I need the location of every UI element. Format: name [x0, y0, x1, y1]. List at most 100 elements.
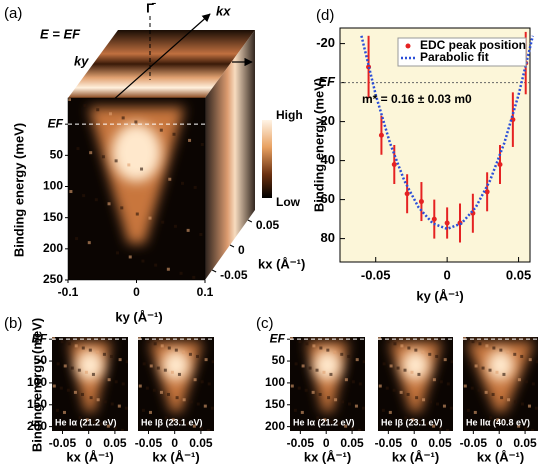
heatmap-pixel	[135, 212, 139, 216]
x-tick-label: 0	[411, 436, 418, 450]
heatmap-pixel	[463, 337, 466, 340]
heatmap-pixel	[96, 398, 100, 402]
heatmap-pixel	[417, 372, 421, 376]
heatmap-core	[111, 123, 162, 182]
heatmap-pixel	[83, 104, 87, 108]
heatmap-pixel	[195, 354, 199, 358]
x-axis-label: kx (Å⁻¹)	[304, 449, 351, 464]
heatmap-pixel	[327, 396, 331, 400]
heatmap-pixel	[322, 370, 326, 374]
heatmap-pixel	[517, 424, 521, 428]
x-tick-label: -0.05	[375, 436, 403, 450]
heatmap-pixel	[121, 116, 125, 120]
image-label: He Iβ (23.1 eV)	[141, 417, 203, 427]
heatmap-pixel	[180, 181, 184, 185]
heatmap-pixel	[293, 408, 297, 412]
heatmap-pixel	[108, 112, 112, 116]
heatmap-pixel	[531, 428, 535, 431]
heatmap-pixel	[114, 159, 118, 163]
heatmap-pixel	[385, 386, 389, 390]
heatmap-pixel	[466, 408, 470, 412]
x-tick-label: 0.05	[428, 436, 452, 450]
x-tick-label: 0	[85, 436, 92, 450]
heatmap-pixel	[63, 364, 67, 368]
heatmap-pixel	[164, 416, 168, 420]
y-tick-label: 200	[27, 419, 47, 433]
y-tick-label: EF	[32, 331, 48, 345]
image-label: He Iα (21.2 eV)	[293, 417, 355, 427]
heatmap-pixel	[89, 396, 93, 400]
side-x-tick-label: 0	[238, 243, 245, 257]
heatmap-pixel	[502, 372, 506, 376]
heatmap-pixel	[411, 418, 415, 422]
heatmap-pixel	[147, 124, 151, 128]
heatmap-core	[402, 350, 429, 381]
heatmap-pixel	[154, 263, 158, 267]
heatmap-pixel	[393, 342, 397, 346]
heatmap-pixel	[110, 402, 114, 406]
heatmap-pixel	[378, 337, 381, 340]
cube-top-face	[68, 30, 255, 98]
y-tick-label: 150	[265, 397, 285, 411]
heatmap-pixel	[207, 382, 211, 386]
heatmap-pixel	[182, 398, 186, 402]
heatmap-pixel	[355, 358, 359, 362]
legend-label: Parabolic fit	[420, 50, 489, 64]
heatmap-pixel	[188, 138, 192, 142]
y-tick-label: EF	[270, 331, 286, 345]
heatmap-pixel	[142, 362, 146, 366]
heatmap-pixel	[140, 167, 144, 171]
heatmap-pixel	[175, 396, 179, 400]
heatmap-pixel	[59, 386, 63, 390]
heatmap-pixel	[166, 267, 170, 271]
heatmap-pixel	[300, 410, 304, 414]
heatmap-pixel	[492, 346, 496, 350]
x-axis-label: kx (Å⁻¹)	[392, 449, 439, 464]
heatmap-pixel	[351, 380, 355, 384]
heatmap-pixel	[421, 350, 425, 354]
heatmap-pixel	[311, 390, 315, 394]
side-x-tick-label: 0.05	[256, 218, 280, 232]
heatmap-pixel	[166, 392, 170, 396]
heatmap-pixel	[435, 402, 439, 406]
heatmap-pixel	[474, 364, 478, 368]
heatmap-pixel	[134, 120, 138, 124]
panel-label: (b)	[4, 315, 22, 332]
heatmap-pixel	[312, 344, 316, 348]
point	[497, 162, 503, 167]
heatmap-pixel	[318, 392, 322, 396]
heatmap-pixel	[425, 422, 429, 426]
point	[391, 162, 397, 167]
heatmap-pixel	[114, 380, 118, 384]
heatmap-pixel	[200, 142, 204, 146]
heatmap-pixel	[76, 147, 80, 151]
heatmap-pixel	[471, 340, 475, 344]
x-tick-label: -0.05	[135, 436, 163, 450]
heatmap-pixel	[67, 342, 71, 346]
colorbar-label: High	[276, 108, 303, 122]
heatmap-pixel	[467, 362, 471, 366]
heatmap-pixel	[446, 428, 450, 431]
heatmap-pixel	[477, 388, 481, 392]
heatmap-pixel	[382, 362, 386, 366]
side-x-tick	[229, 244, 235, 248]
heatmap-pixel	[156, 366, 160, 370]
heatmap-pixel	[138, 384, 142, 388]
heatmap-pixel	[146, 340, 150, 344]
heatmap-pixel	[203, 404, 207, 408]
heatmap-pixel	[485, 344, 489, 348]
heatmap-pixel	[499, 348, 503, 352]
heatmap-core	[162, 350, 190, 381]
side-x-tick	[211, 269, 217, 273]
heatmap-pixel	[117, 404, 121, 408]
heatmap-pixel	[173, 224, 177, 228]
heatmap-pixel	[120, 428, 124, 431]
heatmap-pixel	[389, 364, 393, 368]
heatmap-pixel	[106, 424, 110, 428]
heatmap-pixel	[507, 398, 511, 402]
heatmap-pixel	[422, 398, 426, 402]
y-tick-label: 20	[321, 113, 335, 128]
heatmap	[463, 337, 538, 431]
heatmap-pixel	[82, 194, 86, 198]
heatmap-pixel	[149, 364, 153, 368]
